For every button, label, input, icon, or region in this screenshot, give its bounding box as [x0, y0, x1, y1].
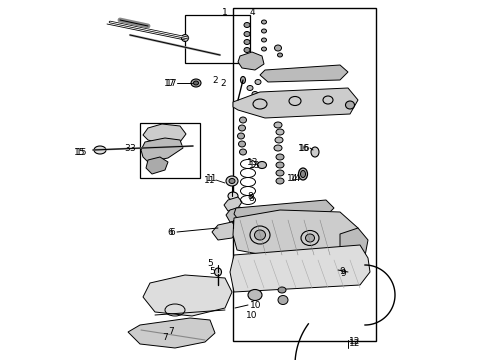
Ellipse shape [276, 162, 284, 168]
Ellipse shape [215, 268, 221, 276]
Text: 17: 17 [166, 78, 178, 87]
Ellipse shape [345, 101, 354, 109]
Text: 15: 15 [76, 148, 88, 157]
Ellipse shape [238, 133, 245, 139]
Polygon shape [212, 222, 238, 240]
Ellipse shape [276, 170, 284, 176]
Ellipse shape [194, 81, 198, 85]
Ellipse shape [258, 162, 267, 168]
Bar [233, 8, 376, 341]
Ellipse shape [274, 45, 281, 51]
Ellipse shape [276, 154, 284, 160]
Ellipse shape [262, 38, 267, 42]
Text: 13: 13 [249, 161, 261, 170]
Text: 12: 12 [349, 338, 361, 347]
Polygon shape [143, 124, 186, 144]
Ellipse shape [228, 192, 238, 200]
Text: 2: 2 [212, 76, 218, 85]
Ellipse shape [240, 149, 246, 155]
Ellipse shape [247, 86, 253, 90]
Text: 3: 3 [129, 144, 135, 153]
Text: 8: 8 [248, 194, 254, 202]
Ellipse shape [240, 117, 246, 123]
Ellipse shape [300, 171, 305, 177]
Text: 3: 3 [124, 144, 130, 153]
Polygon shape [224, 197, 242, 211]
Ellipse shape [277, 53, 283, 57]
Text: 6: 6 [169, 228, 175, 237]
Ellipse shape [254, 230, 266, 240]
Ellipse shape [262, 20, 267, 24]
Text: 14: 14 [290, 174, 302, 183]
Polygon shape [146, 157, 168, 174]
Polygon shape [128, 318, 215, 348]
Text: 10: 10 [246, 311, 258, 320]
Text: 14: 14 [287, 174, 298, 183]
Ellipse shape [274, 122, 282, 128]
Text: 13: 13 [246, 158, 258, 166]
Ellipse shape [246, 98, 252, 103]
Ellipse shape [311, 147, 319, 157]
Text: 5: 5 [209, 267, 215, 276]
Ellipse shape [278, 287, 286, 293]
Ellipse shape [305, 234, 315, 242]
Polygon shape [340, 228, 368, 262]
Bar [140, 123, 200, 178]
Ellipse shape [298, 168, 308, 180]
Polygon shape [226, 207, 243, 222]
Ellipse shape [244, 23, 250, 27]
Polygon shape [260, 65, 348, 82]
Text: 9: 9 [339, 267, 345, 276]
Polygon shape [314, 264, 342, 278]
Text: 10: 10 [250, 301, 262, 310]
Polygon shape [234, 200, 334, 222]
Text: 6: 6 [167, 228, 173, 237]
Ellipse shape [94, 146, 106, 154]
Text: 8: 8 [247, 192, 253, 201]
Ellipse shape [276, 178, 284, 184]
Polygon shape [233, 88, 358, 118]
Ellipse shape [262, 29, 267, 33]
Text: 12: 12 [349, 338, 361, 346]
Text: 15: 15 [74, 148, 85, 157]
Text: 7: 7 [162, 333, 168, 342]
Bar [185, 15, 250, 63]
Polygon shape [238, 52, 264, 70]
Ellipse shape [226, 176, 238, 186]
Text: 7: 7 [168, 328, 174, 337]
Polygon shape [141, 138, 183, 162]
Text: 17: 17 [164, 78, 175, 87]
Text: 9: 9 [340, 269, 346, 278]
Ellipse shape [181, 35, 189, 41]
Polygon shape [233, 210, 360, 260]
Ellipse shape [274, 145, 282, 151]
Text: 4: 4 [249, 8, 255, 17]
Ellipse shape [262, 47, 267, 51]
Ellipse shape [241, 77, 245, 84]
Ellipse shape [252, 91, 258, 96]
Text: 1: 1 [222, 8, 228, 17]
Text: 16: 16 [298, 144, 310, 153]
Polygon shape [230, 245, 370, 292]
Ellipse shape [244, 32, 250, 36]
Text: 5: 5 [207, 258, 213, 267]
Text: 11: 11 [206, 174, 218, 183]
Text: 11: 11 [203, 176, 215, 185]
Ellipse shape [244, 40, 250, 45]
Text: 2: 2 [220, 78, 225, 87]
Ellipse shape [244, 48, 250, 53]
Ellipse shape [248, 289, 262, 301]
Ellipse shape [278, 296, 288, 305]
Ellipse shape [239, 141, 245, 147]
Ellipse shape [255, 80, 261, 85]
Text: 16: 16 [298, 144, 310, 153]
Ellipse shape [276, 129, 284, 135]
Ellipse shape [229, 179, 235, 184]
Ellipse shape [239, 125, 245, 131]
Polygon shape [143, 275, 232, 316]
Ellipse shape [191, 79, 201, 87]
Ellipse shape [275, 137, 283, 143]
